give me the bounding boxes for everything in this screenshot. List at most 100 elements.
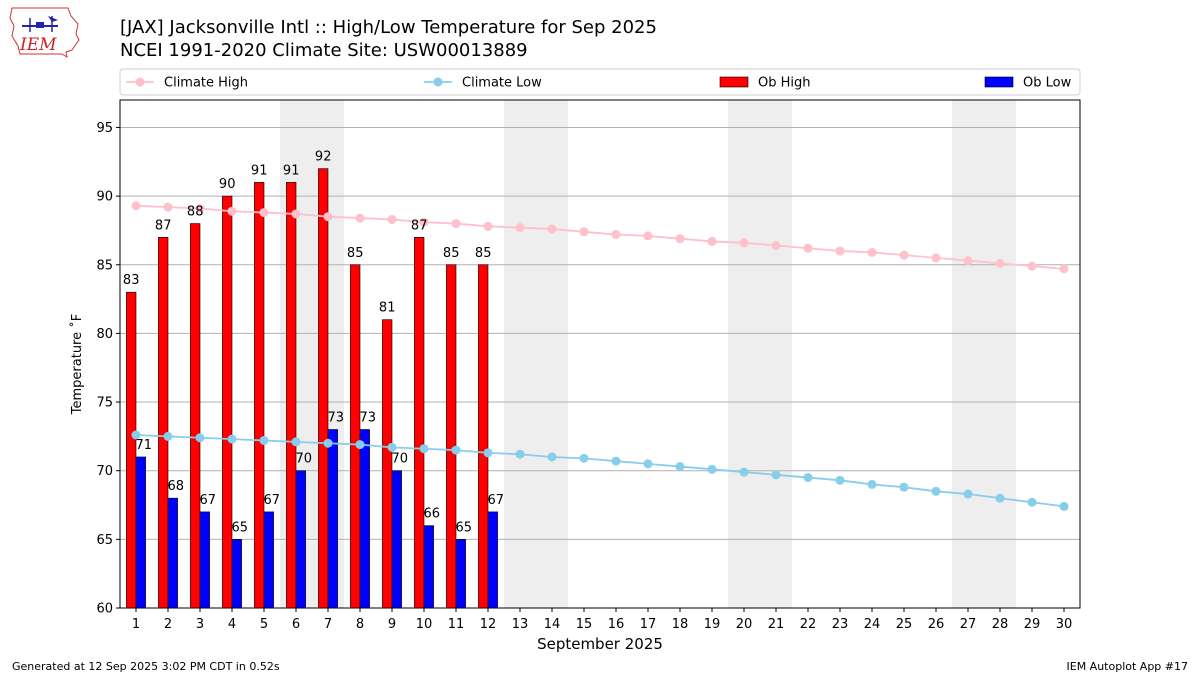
climate-low-point-14 [547,452,557,462]
ob-low-label-9: 70 [392,452,409,467]
climate-low-point-10 [419,444,429,454]
ob-low-bar-8 [359,429,370,609]
weekend-shade-3 [728,100,792,608]
ob-high-label-2: 87 [155,218,172,233]
climate-low-point-28 [995,493,1005,503]
climate-high-point-1 [131,201,141,211]
ob-low-legend-label: Ob Low [1023,76,1072,91]
x-tick-label-11: 11 [448,617,465,632]
climate-high-point-9 [387,214,397,224]
y-tick-label-85: 85 [96,258,113,273]
x-tick-label-23: 23 [832,617,849,632]
x-tick-label-19: 19 [704,617,721,632]
ob-high-bar-7 [318,168,329,609]
ob-low-bar-1 [135,456,146,609]
x-tick-label-13: 13 [512,617,529,632]
climate-low-point-23 [835,475,845,485]
ob-low-bar-9 [391,470,402,609]
plot-frame [119,99,1081,609]
climate-low-point-12 [483,448,493,458]
y-tick-label-80: 80 [96,327,113,342]
x-tick-label-24: 24 [864,617,881,632]
climate-high-point-15 [579,227,589,237]
climate-low-point-16 [611,456,621,466]
ob-low-label-8: 73 [360,411,377,426]
climate-high-point-16 [611,230,621,240]
ob-low-label-4: 65 [232,520,249,535]
climate-high-point-25 [899,250,909,260]
climate-high-point-5 [259,208,269,218]
ob-high-label-10: 87 [411,218,428,233]
ob-high-label-9: 81 [379,301,396,316]
climate-high-point-6 [291,209,301,219]
bar-value-labels: 83 87 88 90 91 91 92 85 81 87 85 85 71 68 67 65 67 70 73 73… [123,150,504,536]
y-tick-label-90: 90 [96,190,113,205]
climate-high-legend-marker [135,77,145,87]
ob-high-label-6: 91 [283,163,300,178]
climate-low-point-25 [899,482,909,492]
climate-low-point-2 [163,431,173,441]
iowa-state-map-logo-icon: IEM [9,7,80,59]
ob-low-bar-4 [231,539,242,609]
y-axis-label: Temperature ˚F [69,314,85,415]
ob-high-legend-swatch [719,76,749,88]
ob-high-bar-5 [254,182,265,609]
climate-high-line [135,204,1065,270]
climate-low-point-8 [355,440,365,450]
x-tick-label-1: 1 [132,617,140,632]
ob-high-label-7: 92 [315,150,332,165]
climate-low-point-15 [579,453,589,463]
climate-high-point-22 [803,243,813,253]
climate-low-point-22 [803,473,813,483]
climate-high-point-8 [355,213,365,223]
x-axis: 1 2 3 4 5 6 7 8 9 10 11 12 13 14 15 16 17 18 19 20 21 22 23 24 2… [132,608,1072,632]
climate-low-point-4 [227,434,237,444]
climate-high-point-18 [675,234,685,244]
chart-title: [JAX] Jacksonville Intl :: High/Low Temp… [120,17,657,38]
y-tick-label-75: 75 [96,396,113,411]
ob-low-label-1: 71 [136,438,153,453]
ob-high-bar-6 [286,182,297,609]
climate-lines [131,201,1069,511]
ob-high-label-11: 85 [443,246,460,261]
ob-low-bar-10 [423,525,434,609]
x-tick-label-12: 12 [480,617,497,632]
climate-low-point-21 [771,470,781,480]
ob-low-label-10: 66 [424,507,441,522]
app-credit: IEM Autoplot App #17 [1066,660,1189,673]
ob-low-bar-6 [295,470,306,609]
x-tick-label-2: 2 [164,617,172,632]
climate-low-point-17 [643,459,653,469]
climate-low-line [135,434,1065,508]
ob-low-bar-5 [263,511,274,609]
climate-low-point-20 [739,467,749,477]
x-tick-label-5: 5 [260,617,268,632]
bars [126,168,498,609]
x-tick-label-29: 29 [1024,617,1041,632]
climate-high-point-30 [1059,264,1069,274]
ob-low-label-2: 68 [168,479,185,494]
climate-low-point-24 [867,479,877,489]
ob-low-bar-11 [455,539,466,609]
y-axis: 60 65 70 75 80 85 90 95 [96,121,120,617]
climate-low-point-1 [131,430,141,440]
climate-high-point-12 [483,221,493,231]
logo-text: IEM [19,35,57,55]
x-tick-label-8: 8 [356,617,364,632]
ob-low-bar-3 [199,511,210,609]
x-tick-label-25: 25 [896,617,913,632]
x-tick-label-26: 26 [928,617,945,632]
climate-low-point-18 [675,462,685,472]
climate-high-point-26 [931,253,941,263]
ob-high-legend-label: Ob High [758,76,811,91]
chart-subtitle: NCEI 1991-2020 Climate Site: USW00013889 [120,40,528,61]
ob-low-legend-swatch [984,76,1014,88]
climate-high-point-4 [227,206,237,216]
climate-low-point-29 [1027,497,1037,507]
ob-high-bar-3 [190,223,201,609]
climate-high-legend-label: Climate High [164,76,248,91]
x-tick-label-4: 4 [228,617,236,632]
ob-high-bar-4 [222,195,233,609]
ob-high-label-5: 91 [251,163,268,178]
x-tick-label-15: 15 [576,617,593,632]
